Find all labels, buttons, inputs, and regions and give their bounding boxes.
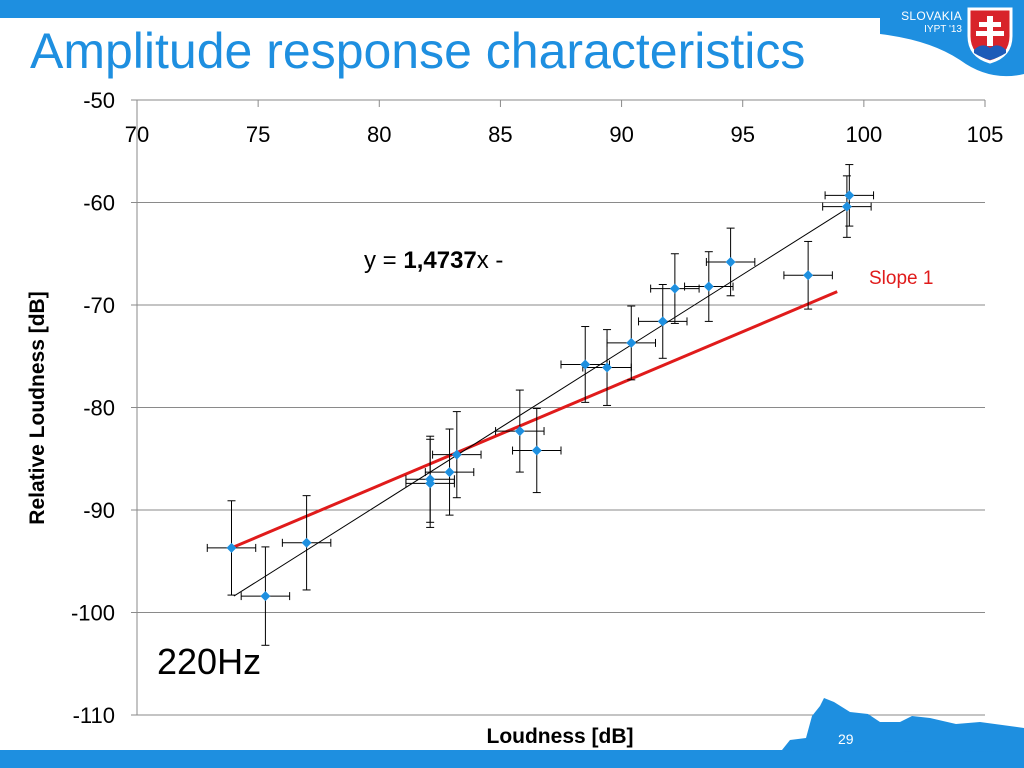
data-point <box>626 337 637 348</box>
x-axis-title: Loudness [dB] <box>487 725 634 748</box>
data-point <box>301 537 312 548</box>
top-header-band <box>0 0 1024 18</box>
data-point <box>602 362 613 373</box>
bottom-footer-band <box>0 750 1024 768</box>
data-point <box>580 359 591 370</box>
data-point <box>669 283 680 294</box>
fit-equation-suffix: x - <box>477 247 504 274</box>
fit-equation-prefix: y = <box>364 247 403 274</box>
data-point <box>444 467 455 478</box>
data-point <box>514 426 525 437</box>
y-axis-title: Relative Loudness [dB] <box>26 291 49 524</box>
fit-equation-slope: 1,4737 <box>403 247 476 274</box>
y-tick-label: -110 <box>73 703 115 728</box>
y-tick-label: -100 <box>71 601 115 626</box>
data-point <box>425 478 436 489</box>
data-point <box>451 449 462 460</box>
y-tick-label: -90 <box>83 498 115 523</box>
frequency-label: 220Hz <box>157 641 261 682</box>
y-tick-label: -60 <box>83 191 115 216</box>
chart-labels: Relative Loudness [dB] Loudness [dB] 220… <box>26 88 1003 748</box>
data-point <box>657 316 668 327</box>
data-point <box>226 542 237 553</box>
coat-of-arms-icon <box>967 7 1013 64</box>
data-point <box>703 281 714 292</box>
fit-line <box>233 208 848 597</box>
x-tick-label: 100 <box>845 122 882 147</box>
data-point <box>260 591 271 602</box>
brand-event: IYPT '13 <box>924 23 962 35</box>
y-tick-label: -80 <box>83 396 115 421</box>
data-point <box>803 270 814 281</box>
axes <box>131 99 986 716</box>
slope1-label: Slope 1 <box>869 268 933 289</box>
y-tick-label: -70 <box>83 293 115 318</box>
fit-equation: y = 1,4737x - <box>364 247 503 274</box>
x-tick-label: 85 <box>488 122 512 147</box>
x-tick-label: 80 <box>367 122 391 147</box>
x-tick-label: 95 <box>730 122 754 147</box>
data-points <box>226 190 855 602</box>
x-tick-label: 90 <box>609 122 633 147</box>
y-tick-label: -50 <box>83 88 115 113</box>
x-tick-label: 75 <box>246 122 270 147</box>
brand-label: SLOVAKIA IYPT '13 <box>901 9 962 35</box>
data-point <box>844 190 855 201</box>
data-point <box>841 201 852 212</box>
slope1-line <box>233 290 838 549</box>
data-point <box>531 445 542 456</box>
x-tick-label: 105 <box>967 122 1004 147</box>
brand-country: SLOVAKIA <box>901 9 962 23</box>
trend-lines <box>233 208 848 597</box>
slide-title: Amplitude response characteristics <box>30 23 806 79</box>
page-number: 29 <box>838 731 854 747</box>
x-tick-label: 70 <box>125 122 149 147</box>
data-point <box>725 256 736 267</box>
